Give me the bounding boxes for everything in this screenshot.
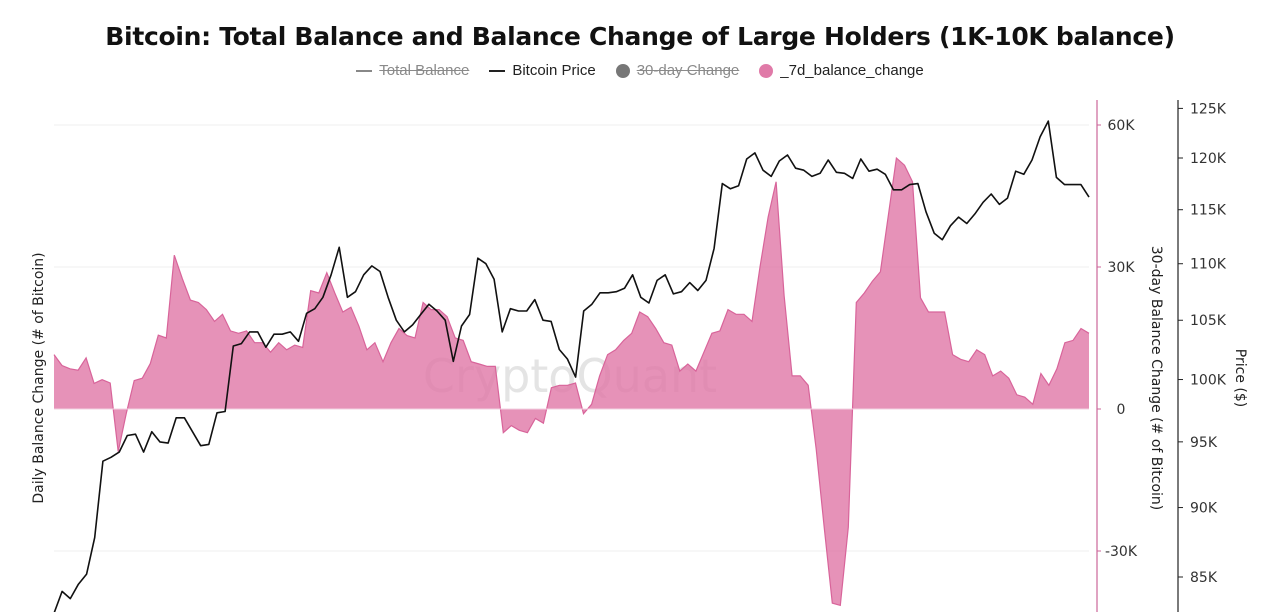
balance-change-area: [54, 158, 1089, 606]
right-tick-label-2: 115K: [1190, 203, 1227, 219]
right-tick-label-0: 125K: [1190, 101, 1227, 117]
right-tick-label-1: 120K: [1190, 151, 1227, 167]
legend-label-30-day-change: 30-day Change: [636, 62, 740, 79]
left-axis-label: Daily Balance Change (# of Bitcoin): [31, 252, 47, 503]
middle-tick-label-1: 30K: [1108, 260, 1136, 276]
total-balance-line-swatch: [356, 69, 373, 72]
chart-title: Bitcoin: Total Balance and Balance Chang…: [105, 22, 1175, 51]
price-line-layer: [53, 120, 1090, 612]
middle-tick-label-0: 60K: [1108, 118, 1136, 134]
bitcoin-price-line-swatch: [489, 69, 506, 72]
middle-axis-ticks: 60K 30K 0 -30K: [1097, 118, 1138, 560]
middle-tick-label-2: 0: [1117, 402, 1126, 418]
legend-item-total-balance[interactable]: Total Balance: [356, 62, 469, 79]
legend-label-bitcoin-price: Bitcoin Price: [512, 62, 596, 79]
axes-layer: [1096, 100, 1179, 612]
legend-label-7d-balance-change: _7d_balance_change: [780, 62, 924, 79]
bitcoin-price-line: [53, 120, 1090, 612]
middle-axis-label: 30-day Balance Change (# of Bitcoin): [1148, 246, 1164, 510]
middle-tick-label-3: -30K: [1105, 544, 1138, 560]
right-tick-label-7: 90K: [1190, 501, 1218, 517]
right-tick-label-4: 105K: [1190, 313, 1227, 329]
right-tick-label-6: 95K: [1190, 435, 1218, 451]
right-tick-label-3: 110K: [1190, 257, 1227, 273]
7d-balance-change-dot-swatch: [759, 63, 774, 78]
chart-legend: Total Balance Bitcoin Price 30-day Chang…: [0, 62, 1280, 79]
right-axis-ticks: 125K 120K 115K 110K 105K 100K 95K 90K 85K: [1178, 101, 1227, 586]
right-axis-label: Price ($): [1232, 349, 1248, 407]
30-day-change-dot-swatch: [615, 63, 630, 78]
right-tick-label-8: 85K: [1190, 570, 1218, 586]
right-tick-label-5: 100K: [1190, 373, 1227, 389]
legend-item-7d-balance-change[interactable]: _7d_balance_change: [759, 62, 924, 79]
legend-label-total-balance: Total Balance: [379, 62, 470, 79]
legend-item-30-day-change[interactable]: 30-day Change: [615, 62, 740, 79]
balance-change-area-layer: [53, 156, 1090, 607]
legend-item-bitcoin-price[interactable]: Bitcoin Price: [489, 62, 596, 79]
balance-change-outline: [53, 156, 1090, 607]
